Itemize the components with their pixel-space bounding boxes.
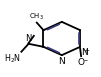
Text: CH$_3$: CH$_3$ [29,12,44,22]
Text: O: O [78,58,85,67]
Text: N: N [58,57,65,66]
Text: +: + [83,48,89,54]
Text: $^{-}$: $^{-}$ [83,58,88,64]
Text: N: N [25,34,32,43]
Text: N: N [81,48,87,57]
Text: H$_2$N: H$_2$N [4,52,21,65]
